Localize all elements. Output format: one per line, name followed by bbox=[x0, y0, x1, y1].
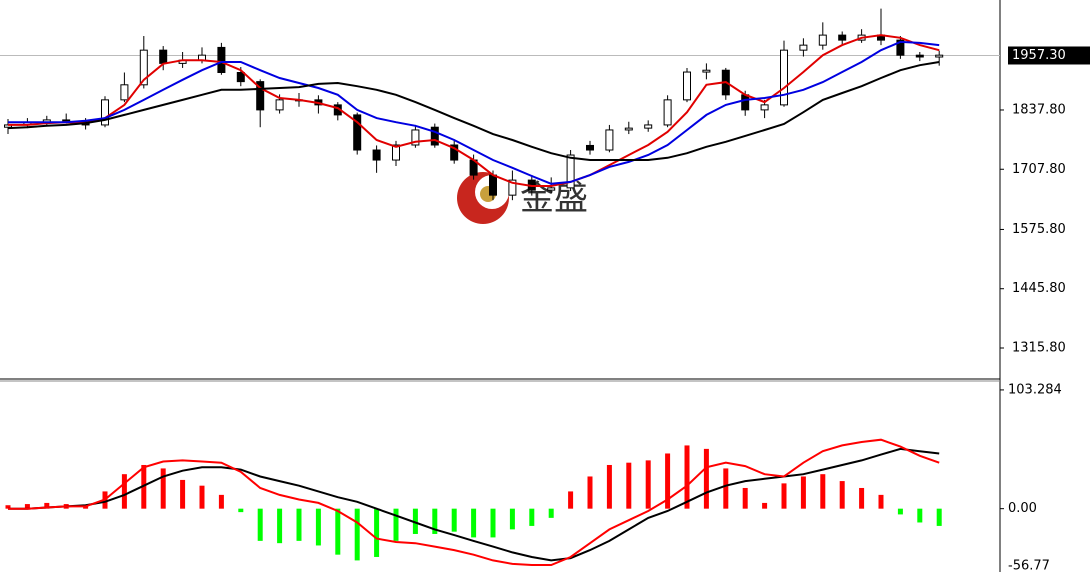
histogram-bar bbox=[936, 508, 942, 526]
candle-body bbox=[818, 34, 827, 46]
candle-body bbox=[450, 144, 459, 161]
histogram-bar bbox=[257, 508, 263, 541]
candle-body bbox=[489, 174, 497, 196]
y-tick-label: 1315.80 bbox=[1012, 340, 1066, 355]
candle-body bbox=[935, 54, 944, 58]
histogram-bar bbox=[762, 502, 768, 509]
histogram-bar bbox=[897, 508, 903, 515]
candle-body bbox=[508, 179, 517, 196]
histogram-bar bbox=[723, 468, 729, 509]
candle-body bbox=[392, 144, 400, 161]
histogram-bar bbox=[626, 462, 632, 509]
histogram-bar bbox=[509, 508, 515, 530]
y-tick-label: 1707.80 bbox=[1012, 162, 1066, 177]
candle-body bbox=[372, 149, 381, 161]
candle-body bbox=[915, 54, 924, 58]
y-tick-label: 1575.80 bbox=[1012, 222, 1066, 237]
histogram-bar bbox=[141, 464, 147, 509]
histogram-bar bbox=[432, 508, 438, 534]
histogram-bar bbox=[859, 487, 865, 509]
histogram-bar bbox=[471, 508, 477, 538]
histogram-bar bbox=[180, 479, 186, 509]
candle-body bbox=[566, 154, 575, 189]
histogram-bar bbox=[354, 508, 360, 561]
y-tick-label: 103.284 bbox=[1008, 383, 1062, 398]
candle-body bbox=[275, 99, 284, 111]
y-tick-label: -56.77 bbox=[1008, 559, 1050, 572]
histogram-bar bbox=[820, 474, 826, 509]
histogram-bar bbox=[335, 508, 341, 555]
candle-body bbox=[586, 144, 594, 151]
y-tick-label: 0.00 bbox=[1008, 501, 1037, 516]
candle-body bbox=[547, 187, 556, 191]
indicator-line bbox=[8, 438, 940, 566]
histogram-bar bbox=[199, 485, 205, 509]
candle-body bbox=[605, 129, 614, 151]
candle-body bbox=[624, 127, 633, 131]
current-price-label: 1957.30 bbox=[1012, 48, 1066, 63]
candle-body bbox=[741, 94, 750, 111]
histogram-bar bbox=[296, 508, 302, 541]
histogram-bar bbox=[587, 476, 593, 509]
current-price-box bbox=[1008, 46, 1090, 65]
candle-body bbox=[139, 49, 148, 86]
candle-body bbox=[236, 71, 245, 83]
histogram-bar bbox=[568, 491, 574, 509]
candle-body bbox=[896, 39, 905, 56]
candle-body bbox=[663, 99, 672, 126]
candle-body bbox=[353, 114, 362, 151]
candle-body bbox=[62, 119, 71, 122]
histogram-bar bbox=[781, 483, 787, 509]
histogram-bar bbox=[24, 504, 30, 509]
histogram-bar bbox=[160, 468, 166, 509]
candle-body bbox=[217, 46, 226, 73]
histogram-bar bbox=[44, 502, 50, 509]
candle-body bbox=[683, 71, 691, 101]
y-tick-label: 1837.80 bbox=[1012, 102, 1066, 117]
histogram-bar bbox=[412, 508, 418, 534]
candle-body bbox=[120, 84, 129, 101]
histogram-bar bbox=[800, 476, 806, 509]
candle-body bbox=[780, 49, 788, 106]
histogram-bar bbox=[917, 508, 923, 523]
histogram-bar bbox=[645, 460, 651, 509]
histogram-bar bbox=[742, 487, 748, 509]
histogram-bar bbox=[393, 508, 399, 541]
histogram-bar bbox=[374, 508, 380, 557]
candle-body bbox=[644, 124, 653, 129]
histogram-bar bbox=[684, 445, 690, 509]
histogram-bar bbox=[121, 474, 127, 509]
y-tick-label: 1445.80 bbox=[1012, 281, 1066, 296]
histogram-bar bbox=[490, 508, 496, 538]
histogram-bar bbox=[665, 453, 671, 509]
candle-body bbox=[430, 126, 439, 146]
logo bbox=[457, 172, 509, 224]
histogram-bar bbox=[606, 464, 612, 509]
histogram-bar bbox=[839, 481, 845, 509]
indicator-line bbox=[8, 34, 940, 187]
histogram-bar bbox=[315, 508, 321, 546]
histogram-bar bbox=[878, 494, 884, 509]
candle-body bbox=[702, 69, 711, 73]
candle-body bbox=[159, 49, 168, 64]
candle-body bbox=[799, 44, 808, 51]
histogram-bar bbox=[218, 494, 224, 509]
candle-body bbox=[101, 99, 109, 126]
histogram-bar bbox=[548, 508, 554, 518]
histogram-bar bbox=[451, 508, 457, 532]
histogram-bar bbox=[5, 505, 11, 509]
indicator-line bbox=[8, 40, 940, 185]
candle-body bbox=[256, 81, 265, 111]
histogram-bar bbox=[703, 448, 709, 509]
histogram-bar bbox=[529, 508, 535, 526]
candle-body bbox=[760, 104, 769, 111]
candle-body bbox=[411, 129, 420, 146]
histogram-bar bbox=[238, 508, 244, 513]
candle-body bbox=[838, 34, 847, 41]
histogram-bar bbox=[277, 508, 283, 544]
indicator-line bbox=[7, 61, 940, 161]
